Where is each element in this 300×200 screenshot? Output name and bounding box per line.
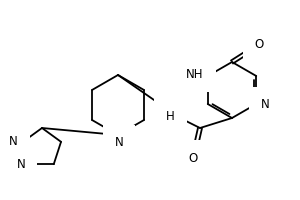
Text: N: N	[9, 135, 18, 148]
Text: H: H	[166, 110, 175, 122]
Text: N: N	[115, 136, 123, 150]
Text: N: N	[16, 158, 25, 171]
Text: N: N	[261, 98, 270, 112]
Text: O: O	[188, 152, 198, 164]
Text: O: O	[254, 38, 264, 51]
Text: NH: NH	[186, 68, 204, 80]
